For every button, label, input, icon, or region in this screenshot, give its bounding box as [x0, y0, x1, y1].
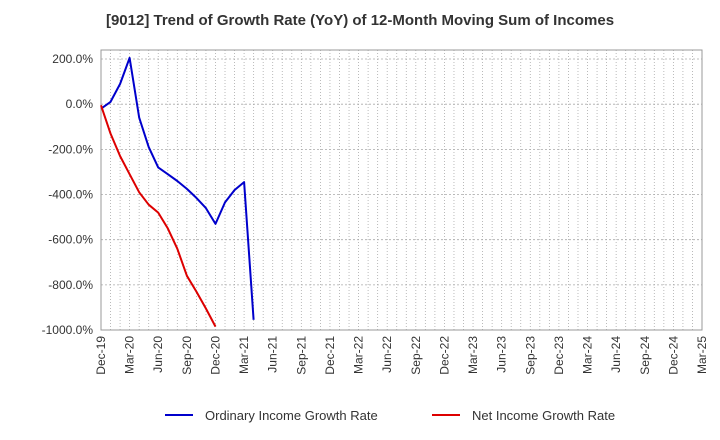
- x-tick-label: Sep-23: [523, 336, 537, 375]
- x-tick-label: Jun-21: [266, 336, 280, 373]
- legend: Ordinary Income Growth Rate Net Income Gr…: [165, 408, 615, 423]
- x-tick-label: Mar-21: [237, 336, 251, 374]
- x-tick-label: Dec-20: [208, 336, 222, 375]
- y-tick-label: -600.0%: [48, 233, 93, 247]
- net-income-growth-line: [100, 104, 217, 328]
- x-axis-tick-labels: Dec-19 Mar-20 Jun-20 Sep-20 Dec-20 Mar-21 Jun-…: [94, 336, 709, 375]
- x-tick-label: Dec-23: [552, 336, 566, 375]
- y-tick-label: -400.0%: [48, 188, 93, 202]
- x-tick-label: Mar-22: [352, 336, 366, 374]
- x-tick-label: Dec-22: [437, 336, 451, 375]
- y-tick-label: -1000.0%: [42, 323, 94, 337]
- plot-area-frame: [100, 49, 703, 331]
- x-tick-label: Jun-24: [609, 336, 623, 373]
- x-tick-label: Mar-24: [581, 336, 595, 374]
- grid-lines: [101, 50, 702, 331]
- x-tick-label: Sep-20: [180, 336, 194, 375]
- y-tick-label: -800.0%: [48, 278, 93, 292]
- x-tick-label: Jun-23: [495, 336, 509, 373]
- legend-label: Ordinary Income Growth Rate: [205, 408, 378, 423]
- x-tick-label: Jun-20: [151, 336, 165, 373]
- y-tick-label: 200.0%: [52, 52, 93, 66]
- y-tick-label: -200.0%: [48, 142, 93, 156]
- x-tick-label: Sep-24: [638, 336, 652, 375]
- chart-title: [9012] Trend of Growth Rate (YoY) of 12-…: [105, 12, 615, 29]
- ordinary-income-growth-line: [100, 56, 255, 320]
- legend-label: Net Income Growth Rate: [472, 408, 615, 423]
- x-tick-label: Mar-23: [466, 336, 480, 374]
- x-tick-label: Sep-22: [409, 336, 423, 375]
- y-tick-label: 0.0%: [66, 97, 94, 111]
- x-tick-label: Dec-24: [666, 336, 680, 375]
- x-tick-label: Mar-20: [123, 336, 137, 374]
- x-tick-label: Dec-19: [94, 336, 108, 375]
- x-tick-label: Dec-21: [323, 336, 337, 375]
- y-axis-tick-labels: 200.0% 0.0% -200.0% -400.0% -600.0% -800.0% -1…: [42, 52, 94, 337]
- x-tick-label: Sep-21: [294, 336, 308, 375]
- x-tick-label: Jun-22: [380, 336, 394, 373]
- x-tick-label: Mar-25: [695, 336, 709, 374]
- series-lines: [100, 56, 255, 328]
